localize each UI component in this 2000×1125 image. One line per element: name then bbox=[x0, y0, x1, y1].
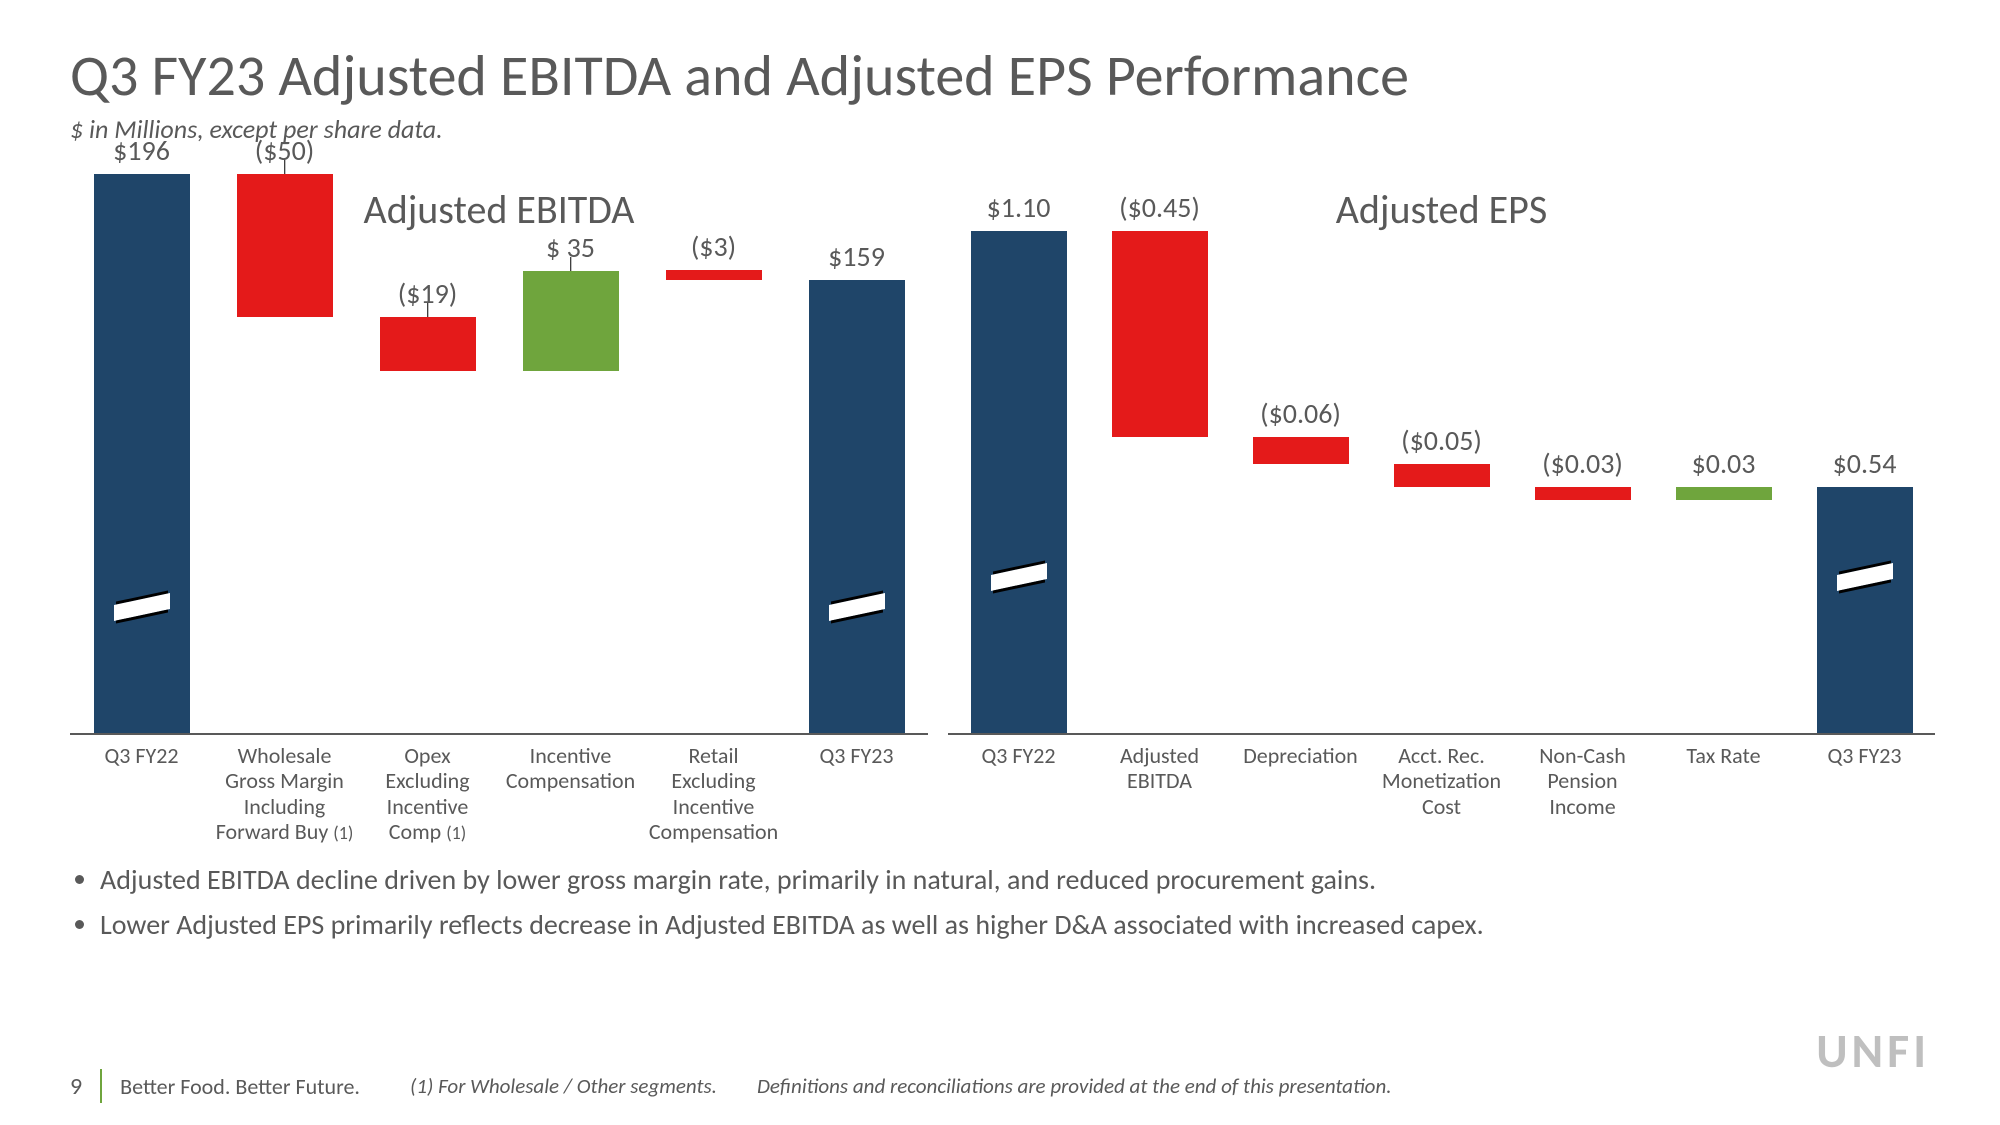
tick-mark bbox=[570, 257, 572, 271]
eps-col: $0.54 bbox=[1794, 163, 1935, 733]
eps-col: ($0.45) bbox=[1089, 163, 1230, 733]
ebitda-bar bbox=[666, 270, 762, 280]
eps-value-label: ($0.06) bbox=[1260, 396, 1341, 431]
eps-bar bbox=[1253, 437, 1349, 464]
eps-bar bbox=[1817, 487, 1913, 733]
tick-mark bbox=[427, 303, 429, 317]
ebitda-bar bbox=[809, 280, 905, 733]
ebitda-bar bbox=[523, 271, 619, 371]
eps-x-label: Q3 FY22 bbox=[948, 735, 1089, 819]
slide-subtitle: $ in Millions, except per share data. bbox=[70, 113, 1930, 145]
eps-value-label: $1.10 bbox=[987, 190, 1051, 225]
ebitda-col: ($19) bbox=[356, 163, 499, 733]
footer-tagline: Better Food. Better Future. bbox=[120, 1073, 360, 1100]
footer: 9 Better Food. Better Future. (1) For Wh… bbox=[70, 1069, 1930, 1103]
eps-x-label: Non-CashPensionIncome bbox=[1512, 735, 1653, 819]
ebitda-bar bbox=[237, 174, 333, 317]
ebitda-col: ($3) bbox=[642, 163, 785, 733]
ebitda-x-label: OpexExcludingIncentiveComp (1) bbox=[356, 735, 499, 844]
eps-bar bbox=[1112, 231, 1208, 436]
footer-footnote-2: Definitions and reconciliations are prov… bbox=[757, 1073, 1392, 1099]
ebitda-col: ($50) bbox=[213, 163, 356, 733]
ebitda-col: $159 bbox=[785, 163, 928, 733]
ebitda-chart: Adjusted EBITDA $196($50)($19)$ 35($3)$1… bbox=[70, 165, 928, 844]
eps-col: ($0.05) bbox=[1371, 163, 1512, 733]
eps-bar bbox=[1535, 487, 1631, 501]
eps-value-label: ($0.03) bbox=[1542, 446, 1623, 481]
ebitda-plot-area: $196($50)($19)$ 35 ($3) $159 bbox=[70, 165, 928, 735]
footer-footnote-1: (1) For Wholesale / Other segments. bbox=[410, 1073, 717, 1099]
ebitda-x-label: RetailExcludingIncentiveCompensation bbox=[642, 735, 785, 844]
ebitda-bar bbox=[94, 174, 190, 733]
eps-bar bbox=[1394, 464, 1490, 487]
ebitda-value-label: $159 bbox=[828, 239, 885, 274]
page-number: 9 bbox=[70, 1072, 82, 1101]
ebitda-x-axis: Q3 FY22WholesaleGross MarginIncludingFor… bbox=[70, 735, 928, 844]
eps-x-label: Depreciation bbox=[1230, 735, 1371, 819]
bullet-list: Adjusted EBITDA decline driven by lower … bbox=[70, 862, 1930, 942]
ebitda-col: $196 bbox=[70, 163, 213, 733]
eps-x-label: Q3 FY23 bbox=[1794, 735, 1935, 819]
bullet-item: Adjusted EBITDA decline driven by lower … bbox=[100, 862, 1930, 897]
bullet-item: Lower Adjusted EPS primarily reflects de… bbox=[100, 907, 1930, 942]
eps-chart: Adjusted EPS $1.10($0.45)($0.06)($0.05)(… bbox=[948, 165, 1935, 844]
eps-value-label: $0.54 bbox=[1833, 446, 1897, 481]
ebitda-value-label: ($3) bbox=[691, 229, 736, 264]
eps-x-axis: Q3 FY22AdjustedEBITDADepreciationAcct. R… bbox=[948, 735, 1935, 819]
tick-mark bbox=[284, 160, 286, 174]
ebitda-x-label: Q3 FY23 bbox=[785, 735, 928, 844]
eps-value-label: ($0.05) bbox=[1401, 423, 1482, 458]
eps-bar bbox=[1676, 487, 1772, 501]
eps-x-label: Acct. Rec.MonetizationCost bbox=[1371, 735, 1512, 819]
ebitda-x-label: IncentiveCompensation bbox=[499, 735, 642, 844]
slide-title: Q3 FY23 Adjusted EBITDA and Adjusted EPS… bbox=[70, 40, 1930, 111]
slide: Q3 FY23 Adjusted EBITDA and Adjusted EPS… bbox=[0, 0, 2000, 1125]
ebitda-value-label: $196 bbox=[113, 133, 170, 168]
ebitda-x-label: Q3 FY22 bbox=[70, 735, 213, 844]
eps-plot-area: $1.10 ($0.45) ($0.06) ($0.05) ($0.03) $0.03 $0… bbox=[948, 165, 1935, 735]
ebitda-x-label: WholesaleGross MarginIncludingForward Bu… bbox=[213, 735, 356, 844]
eps-x-label: Tax Rate bbox=[1653, 735, 1794, 819]
eps-value-label: $0.03 bbox=[1692, 446, 1756, 481]
eps-value-label: ($0.45) bbox=[1119, 190, 1200, 225]
eps-col: $1.10 bbox=[948, 163, 1089, 733]
ebitda-bar bbox=[380, 317, 476, 371]
eps-x-label: AdjustedEBITDA bbox=[1089, 735, 1230, 819]
eps-col: ($0.06) bbox=[1230, 163, 1371, 733]
ebitda-col: $ 35 bbox=[499, 163, 642, 733]
eps-bar bbox=[971, 231, 1067, 733]
unfi-logo: UNFI bbox=[1816, 1021, 1930, 1080]
eps-col: ($0.03) bbox=[1512, 163, 1653, 733]
eps-col: $0.03 bbox=[1653, 163, 1794, 733]
charts-row: Adjusted EBITDA $196($50)($19)$ 35($3)$1… bbox=[70, 165, 1930, 844]
footer-divider bbox=[100, 1069, 102, 1103]
